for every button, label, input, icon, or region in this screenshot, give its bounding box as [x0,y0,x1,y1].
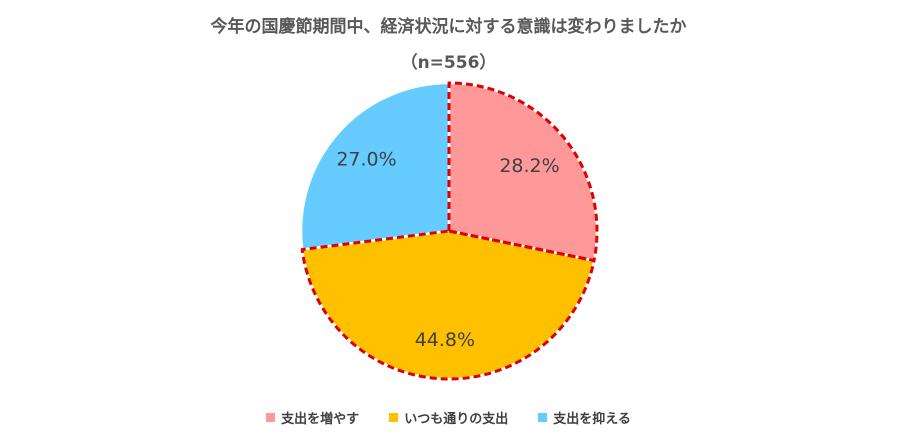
legend-label-reduce-spending: 支出を抑える [553,412,631,427]
data-label-usual-spending: 44.8% [415,329,475,351]
legend-label-increase-spending: 支出を増やす [281,412,360,427]
highlight-outline-increase-spending [447,81,599,263]
legend: 支出を増やす いつも通りの支出 支出を抑える [0,408,897,427]
highlight-outline-usual-spending [300,229,596,381]
chart-title: 今年の国慶節期間中、経済状況に対する意識は変わりましたか [210,17,687,37]
legend-item-reduce-spending: 支出を抑える [538,408,631,427]
legend-label-usual-spending: いつも通りの支出 [404,412,509,427]
legend-swatch-usual-spending [389,413,399,422]
legend-item-usual-spending: いつも通りの支出 [389,408,508,427]
chart-subtitle: （n=556） [400,53,497,73]
pie-slice-usual-spending [300,229,596,381]
data-label-reduce-spending: 27.0% [336,148,396,170]
pie-chart: 28.2% 44.8% 27.0% [299,81,599,381]
data-label-increase-spending: 28.2% [499,155,559,177]
legend-item-increase-spending: 支出を増やす [266,408,359,427]
legend-swatch-reduce-spending [538,413,548,422]
legend-swatch-increase-spending [266,413,276,422]
pie-slice-reduce-spending [299,81,451,251]
